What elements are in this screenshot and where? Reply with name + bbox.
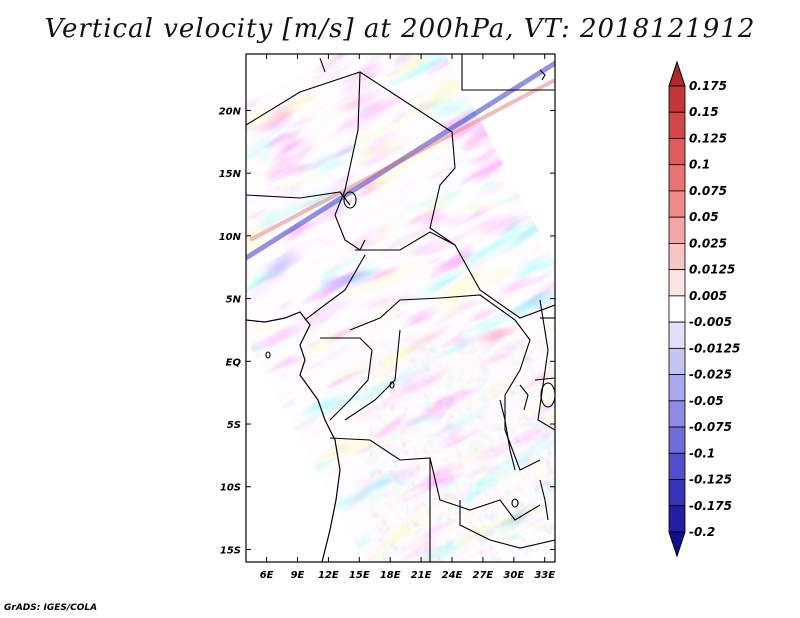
map-frame (245, 53, 556, 563)
colorbar-label: -0.05 (689, 394, 724, 408)
colorbar-segment (668, 505, 686, 533)
red-sea-coast (539, 69, 546, 81)
lake-kivu (519, 384, 529, 411)
colorbar-label: 0.1 (689, 158, 710, 172)
colorbar-label: 0.005 (689, 289, 727, 303)
colorbar-label: 0.0125 (689, 263, 735, 277)
colorbar-segment (668, 321, 686, 349)
colorbar-segment (668, 85, 686, 113)
y-tick-label: EQ (226, 357, 242, 368)
border-drc-east (504, 319, 541, 471)
y-tick-label: 5N (226, 295, 242, 306)
colorbar-segment (668, 452, 686, 480)
border-chad-libya-sudan (246, 71, 555, 319)
lake-victoria (540, 382, 555, 408)
colorbar-label: 0.05 (689, 210, 719, 224)
lake-chad (343, 191, 357, 209)
colorbar-max-arrow (668, 60, 686, 87)
border-car-drc (349, 294, 516, 331)
colorbar-label: -0.1 (689, 446, 715, 460)
border-car-chad (355, 231, 456, 251)
colorbar-segment (668, 374, 686, 402)
colorbar-segment (668, 111, 686, 139)
lake-malawi (539, 479, 549, 521)
border-nigeria-cameroon (304, 254, 366, 321)
colorbar-segment (668, 164, 686, 192)
colorbar-label: 0.175 (689, 79, 727, 93)
jet-streak-band (246, 60, 555, 261)
colorbar-segment (668, 479, 686, 507)
colorbar-min-arrow (668, 531, 686, 558)
y-tick-label: 10N (219, 232, 242, 243)
atlantic-coastline (246, 311, 341, 562)
colorbar-label: 0.125 (689, 131, 727, 145)
x-axis: 6E 9E 12E 15E 18E 21E 24E 27E 30E 33E (260, 54, 555, 581)
y-tick-label: 20N (219, 106, 242, 117)
colorbar-segment (668, 426, 686, 454)
colorbar-label: -0.125 (689, 473, 732, 487)
colorbar-label: 0.15 (689, 105, 719, 119)
jet-streak-band-warm (249, 78, 555, 242)
y-tick-label: 10S (220, 483, 241, 494)
border-gabon-congo (320, 337, 373, 421)
y-tick-label: 15N (219, 169, 242, 180)
y-axis: 20N 15N 10N 5N EQ 5S 10S 15S (219, 106, 555, 556)
x-tick-label: 15E (349, 570, 370, 581)
border-niger-nigeria (246, 191, 351, 206)
colorbar-segment (668, 295, 686, 323)
x-tick-label: 27E (473, 570, 494, 581)
colorbar-label: -0.005 (689, 315, 732, 329)
x-tick-label: 6E (260, 570, 274, 581)
country-borders (246, 54, 555, 562)
colorbar-label: -0.075 (689, 420, 732, 434)
x-tick-label: 18E (380, 570, 401, 581)
lake-tanganyika (499, 399, 516, 471)
border-east-africa (537, 299, 555, 431)
border-congo-drc (344, 329, 401, 421)
colorbar-segment (668, 400, 686, 428)
x-tick-label: 24E (442, 570, 463, 581)
y-tick-label: 5S (227, 420, 241, 431)
colorbar-label: 0.025 (689, 236, 727, 250)
colorbar-segment (668, 243, 686, 271)
colorbar-label: -0.0125 (689, 341, 740, 355)
x-tick-label: 33E (534, 570, 555, 581)
colorbar-segment (668, 216, 686, 244)
velocity-field (246, 54, 555, 562)
x-tick-label: 12E (318, 570, 339, 581)
x-tick-label: 21E (411, 570, 432, 581)
colorbar-segment (668, 190, 686, 218)
colorbar-segment (668, 138, 686, 166)
colorbar-segment (668, 269, 686, 297)
border-angola-drc-zambia (329, 437, 541, 521)
border-zambia-south (459, 500, 555, 549)
colorbar-segment (668, 347, 686, 375)
colorbar-label: -0.025 (689, 368, 732, 382)
grads-credit: GrADS: IGES/COLA (4, 603, 98, 613)
colorbar-label: -0.2 (689, 525, 715, 539)
x-tick-label: 9E (291, 570, 305, 581)
colorbar-label: -0.175 (689, 499, 732, 513)
colorbar: 0.175 0.15 0.125 0.1 0.075 0.05 0.025 0.0125 0.0… (668, 60, 740, 558)
chart-title: Vertical velocity [m/s] at 200hPa, VT: 2… (44, 14, 756, 44)
great-lakes (265, 69, 555, 521)
x-tick-label: 30E (503, 570, 524, 581)
y-tick-label: 15S (220, 545, 241, 556)
colorbar-label: 0.075 (689, 184, 727, 198)
convective-noise-region (370, 340, 555, 562)
border-egypt-sudan (461, 54, 555, 91)
